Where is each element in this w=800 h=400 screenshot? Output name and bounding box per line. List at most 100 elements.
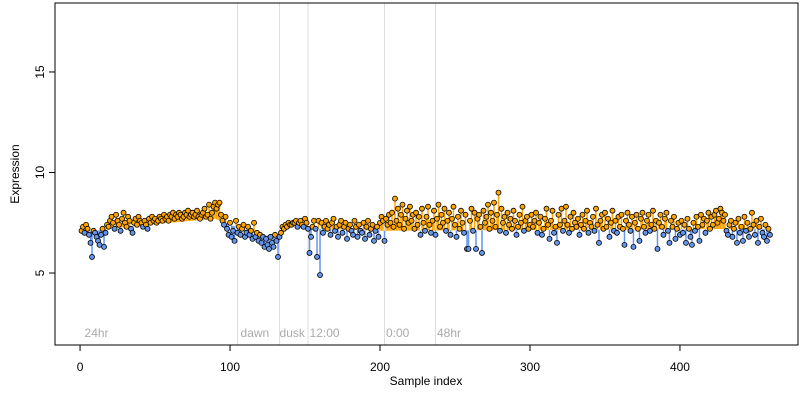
point (516, 211, 523, 218)
point (431, 207, 437, 214)
point (344, 235, 350, 242)
point (483, 213, 490, 220)
point (581, 225, 587, 232)
point (683, 239, 689, 246)
point (639, 209, 646, 216)
point (761, 233, 767, 240)
plot-frame (54, 2, 799, 346)
point (407, 203, 413, 210)
point (398, 211, 404, 218)
point (402, 215, 409, 222)
point (621, 241, 628, 248)
point (668, 217, 674, 224)
point (414, 221, 421, 228)
point (638, 215, 644, 222)
point (425, 203, 431, 210)
point (477, 223, 484, 230)
point (750, 221, 757, 228)
point (422, 227, 428, 234)
x-tick-label: 100 (220, 360, 240, 374)
y-axis-label: Expression (8, 144, 22, 203)
point (221, 221, 227, 228)
point (588, 223, 595, 230)
point (273, 237, 280, 244)
point (720, 217, 727, 224)
point (482, 219, 488, 226)
point (389, 209, 395, 216)
point (458, 207, 464, 214)
point (404, 207, 410, 214)
point (227, 219, 233, 226)
point (306, 250, 313, 256)
point (729, 233, 736, 240)
point (674, 225, 680, 232)
point (470, 227, 476, 234)
point (456, 225, 463, 232)
x-axis-label: Sample index (390, 374, 463, 388)
point (222, 213, 229, 220)
plot-area: 24hr dawn dusk 12:00 0:00 48hr (78, 3, 773, 345)
point (498, 205, 505, 212)
point (354, 233, 361, 240)
point (705, 209, 712, 216)
point (441, 205, 448, 212)
point (666, 239, 673, 246)
point (767, 231, 773, 238)
point (672, 235, 679, 242)
point (659, 223, 665, 230)
point (113, 211, 119, 218)
point (515, 223, 521, 230)
point (578, 221, 584, 228)
annotation: 0:00 (386, 326, 410, 340)
point (465, 245, 472, 252)
x-tick-label: 0 (77, 360, 84, 374)
x-tick-label: 200 (370, 360, 390, 374)
point (393, 217, 400, 224)
point (488, 209, 494, 216)
point (459, 219, 466, 226)
point (756, 223, 763, 230)
point (105, 223, 112, 230)
point (434, 215, 440, 222)
point (543, 205, 550, 212)
point (492, 223, 499, 230)
point (413, 209, 419, 216)
point (702, 229, 709, 236)
point (645, 211, 652, 218)
point (381, 237, 388, 244)
point (686, 225, 692, 232)
point (351, 217, 358, 224)
point (704, 217, 710, 224)
point (245, 223, 251, 230)
point (555, 211, 562, 218)
point (468, 205, 475, 212)
point (501, 213, 508, 220)
point (734, 239, 740, 246)
point (732, 219, 739, 226)
point (540, 225, 547, 232)
point (347, 221, 353, 228)
point (545, 221, 551, 228)
point (330, 215, 337, 222)
point (650, 207, 656, 214)
point (119, 215, 125, 222)
point (687, 233, 694, 240)
point (665, 227, 671, 234)
point (411, 225, 418, 232)
point (663, 209, 670, 216)
point (323, 217, 329, 224)
point (690, 219, 697, 226)
point (755, 239, 761, 246)
point (597, 217, 604, 224)
point (420, 219, 427, 226)
point (735, 215, 742, 222)
point (542, 215, 548, 222)
point (314, 254, 320, 260)
point (387, 219, 394, 226)
point (467, 217, 473, 224)
point (746, 233, 752, 240)
point (320, 229, 326, 236)
point (731, 225, 737, 232)
point (567, 213, 574, 220)
